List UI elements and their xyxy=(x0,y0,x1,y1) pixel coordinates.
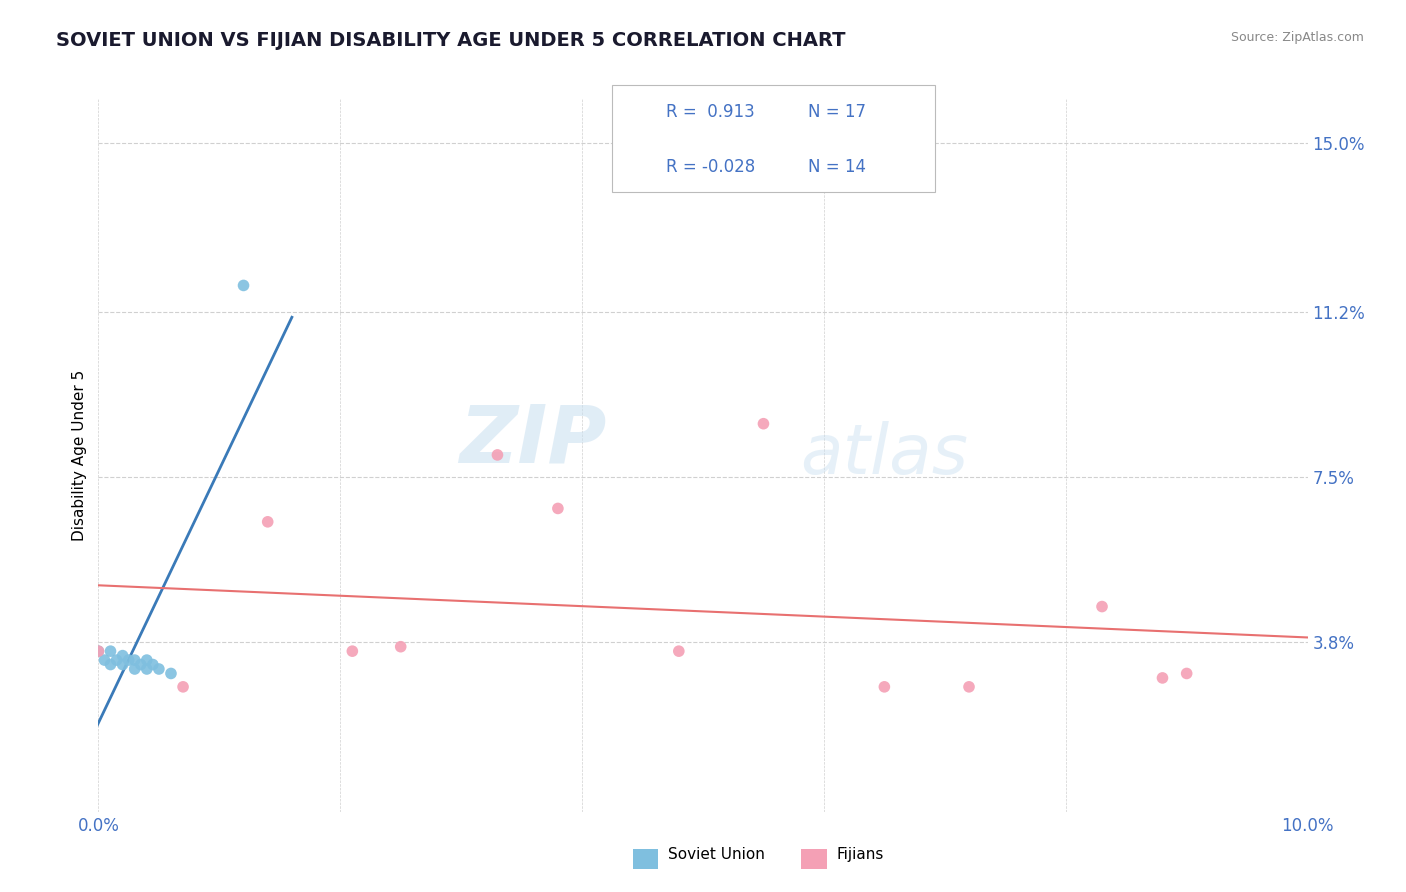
Point xyxy=(389,640,412,654)
Y-axis label: Disability Age Under 5: Disability Age Under 5 xyxy=(72,369,87,541)
Point xyxy=(124,653,146,667)
Text: R = -0.028: R = -0.028 xyxy=(666,158,755,176)
Point xyxy=(342,644,364,658)
Point xyxy=(100,657,122,672)
Point xyxy=(105,653,128,667)
Point xyxy=(486,448,509,462)
Point xyxy=(160,666,183,681)
Point xyxy=(547,501,569,516)
Point xyxy=(172,680,194,694)
Text: R =  0.913: R = 0.913 xyxy=(666,103,755,121)
Point xyxy=(111,657,134,672)
Point xyxy=(135,653,157,667)
Text: Fijians: Fijians xyxy=(837,847,884,862)
Point xyxy=(668,644,690,658)
Point xyxy=(957,680,980,694)
Point xyxy=(118,653,141,667)
Point xyxy=(135,662,157,676)
Text: Soviet Union: Soviet Union xyxy=(668,847,765,862)
Text: Source: ZipAtlas.com: Source: ZipAtlas.com xyxy=(1230,31,1364,45)
Point xyxy=(142,657,165,672)
Point xyxy=(232,278,254,293)
Point xyxy=(111,648,134,663)
Point xyxy=(93,653,115,667)
Point xyxy=(873,680,896,694)
Point xyxy=(87,644,110,658)
Text: N = 17: N = 17 xyxy=(808,103,866,121)
Text: atlas: atlas xyxy=(800,421,967,489)
Point xyxy=(1091,599,1114,614)
Point xyxy=(1175,666,1198,681)
Point xyxy=(752,417,775,431)
Text: ZIP: ZIP xyxy=(458,401,606,480)
Point xyxy=(256,515,278,529)
Point xyxy=(129,657,152,672)
Point xyxy=(1152,671,1174,685)
Text: SOVIET UNION VS FIJIAN DISABILITY AGE UNDER 5 CORRELATION CHART: SOVIET UNION VS FIJIAN DISABILITY AGE UN… xyxy=(56,31,846,50)
Point xyxy=(148,662,170,676)
Point xyxy=(100,644,122,658)
Text: N = 14: N = 14 xyxy=(808,158,866,176)
Point xyxy=(124,662,146,676)
Point xyxy=(87,644,110,658)
